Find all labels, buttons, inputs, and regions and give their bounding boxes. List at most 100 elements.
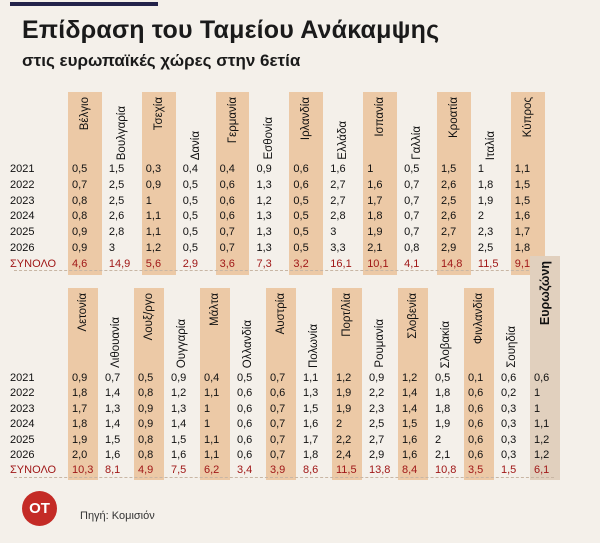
table-cell: 2,1 xyxy=(367,242,383,254)
table-cell: 0,5 xyxy=(293,210,309,223)
table-cell: 1,4 xyxy=(105,387,121,400)
table-cell: 1,4 xyxy=(402,387,418,400)
country-label: Ευρωζώνη xyxy=(538,261,552,326)
table-cell: 0,9 xyxy=(72,242,88,254)
table-cell: 1,5 xyxy=(441,163,457,175)
table-cell: 8,4 xyxy=(402,464,418,477)
row-divider xyxy=(14,477,554,478)
table-cell: 4,6 xyxy=(72,257,88,270)
table-cell: 1,5 xyxy=(105,433,121,446)
table-cell: 0,6 xyxy=(501,372,517,384)
table-cell: 1,3 xyxy=(256,178,272,191)
table-cell: 2,7 xyxy=(441,226,457,239)
table-cell: 2,8 xyxy=(108,226,125,239)
table-cell: 1 xyxy=(204,418,211,431)
table-cell: 1,2 xyxy=(171,387,187,400)
table-cell: 3 xyxy=(330,226,337,239)
column-header: Κύπρος xyxy=(510,92,545,275)
table-cell: 1,8 xyxy=(367,210,383,223)
country-label: Λουξ/ργο xyxy=(143,293,155,341)
table-cell: 0,5 xyxy=(237,372,253,384)
table-cell: 0,9 xyxy=(256,163,272,175)
column-header: Λουξ/ργο xyxy=(134,288,164,480)
country-label: Κροατία xyxy=(447,97,460,139)
table-cell: 0,5 xyxy=(293,194,309,207)
table-cell: 3,9 xyxy=(270,464,286,477)
table-cell: 1,3 xyxy=(256,226,272,239)
column-header: Αυστρία xyxy=(266,288,296,480)
table-cell: 1,8 xyxy=(435,387,451,400)
table-cell: 0,3 xyxy=(145,163,162,175)
table-cell: 0,7 xyxy=(404,210,420,223)
country-label: Πολωνία xyxy=(308,324,320,368)
table-cell: 0,6 xyxy=(468,402,484,415)
country-label: Αυστρία xyxy=(275,293,287,335)
column-header: Ισπανία xyxy=(363,92,398,275)
table-cell: 0,4 xyxy=(182,163,198,175)
row-label: ΣΥΝΟΛΟ xyxy=(10,257,57,270)
column-header: Ρουμανία xyxy=(365,288,395,368)
column-header: Βέλγιο xyxy=(68,92,102,275)
table-cell: 0,6 xyxy=(237,449,253,461)
table-cell: 14,9 xyxy=(108,257,131,270)
table-cell: 0,8 xyxy=(404,242,420,254)
table-cell: 2,2 xyxy=(369,387,385,400)
table-cell: 4,9 xyxy=(138,464,154,477)
country-label: Γερμανία xyxy=(226,97,239,144)
table-cell: 0,6 xyxy=(293,163,309,175)
table-cell: 1,8 xyxy=(72,387,88,400)
table-cell: 0,6 xyxy=(237,387,253,400)
table-cell: 7,3 xyxy=(256,257,272,270)
country-label: Ουγγαρία xyxy=(176,318,188,368)
table-cell: 1,2 xyxy=(145,242,162,254)
table-cell: 0,5 xyxy=(182,178,198,191)
table-cell: 3,4 xyxy=(237,464,253,477)
country-label: Βέλγιο xyxy=(78,97,91,131)
row-divider xyxy=(14,270,554,271)
table-cell: 1,6 xyxy=(367,178,383,191)
table-cell: 3,5 xyxy=(468,464,484,477)
table-cell: 1,8 xyxy=(477,178,494,191)
row-label: 2023 xyxy=(10,194,35,207)
table-cell: 2,5 xyxy=(369,418,385,431)
table-cell: 2,6 xyxy=(441,178,457,191)
table-cell: 1,6 xyxy=(303,418,319,431)
table-cell: 2,0 xyxy=(72,449,88,461)
country-label: Βουλγαρία xyxy=(115,105,128,160)
table-cell: 1,2 xyxy=(336,372,352,384)
table-cell: 0,4 xyxy=(219,163,235,175)
table-cell: 2 xyxy=(435,433,442,446)
table-cell: 1,2 xyxy=(534,449,550,461)
table-cell: 2,7 xyxy=(330,194,346,207)
column-header: Ολλανδία xyxy=(233,288,263,368)
table-cell: 2,5 xyxy=(108,178,125,191)
table-cell: 0,7 xyxy=(219,226,235,239)
column-header: Τσεχία xyxy=(141,92,176,275)
table-cell: 1,9 xyxy=(72,433,88,446)
table-cell: 3,2 xyxy=(293,257,309,270)
country-label: Σλοβενία xyxy=(407,293,419,339)
table-cell: 0,6 xyxy=(237,433,253,446)
table-cell: 0,7 xyxy=(270,433,286,446)
row-label: 2026 xyxy=(10,449,35,461)
table-cell: 2,6 xyxy=(108,210,125,223)
table-cell: 0,9 xyxy=(369,372,385,384)
table-cell: 1,1 xyxy=(204,433,220,446)
country-label: Ολλανδία xyxy=(242,319,254,368)
table-cell: 1,5 xyxy=(514,194,531,207)
country-label: Γαλλία xyxy=(411,126,424,160)
column-header: Γαλλία xyxy=(400,92,434,160)
table-cell: 0,9 xyxy=(145,178,162,191)
table-cell: 0,5 xyxy=(72,163,88,175)
table-cell: 1,1 xyxy=(204,387,220,400)
table-cell: 0,3 xyxy=(501,449,517,461)
table-cell: 2,5 xyxy=(441,194,457,207)
country-label: Ρουμανία xyxy=(374,319,386,368)
table-cell: 0,6 xyxy=(534,372,550,384)
table-cell: 16,1 xyxy=(330,257,352,270)
table-cell: 0,6 xyxy=(219,210,235,223)
row-label: 2021 xyxy=(10,372,35,384)
table-cell: 0,6 xyxy=(219,194,235,207)
table-cell: 1,3 xyxy=(256,242,272,254)
table-cell: 0,6 xyxy=(237,402,253,415)
